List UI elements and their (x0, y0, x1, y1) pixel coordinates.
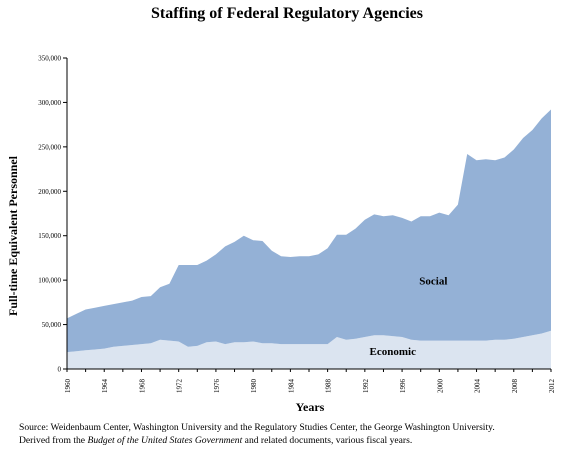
x-tick-label: 2004 (474, 379, 482, 394)
x-tick-label: 1984 (287, 379, 295, 394)
x-tick-label: 2012 (548, 379, 556, 394)
x-tick-label: 1996 (399, 379, 407, 394)
source-line-2-italic: Budget of the United States Government (87, 435, 243, 446)
y-tick-label: 300,000 (38, 99, 61, 107)
y-tick-label: 150,000 (38, 232, 61, 240)
source-line-1: Source: Weidenbaum Center, Washington Un… (19, 422, 495, 433)
series-labels: Economic Social (370, 276, 448, 358)
y-tick-label: 250,000 (38, 143, 61, 151)
chart-title: Staffing of Federal Regulatory Agencies (151, 5, 423, 22)
x-tick-label: 1968 (138, 379, 146, 394)
source-line-2: Derived from the Budget of the United St… (19, 434, 574, 447)
source-line-2-pre: Derived from the (19, 435, 88, 446)
source-note: Source: Weidenbaum Center, Washington Un… (19, 421, 574, 447)
x-axis: 1960 1964 1968 1972 1976 1980 1984 1988 1992 1996… (64, 368, 556, 394)
area-chart: 0 50,000 100,000 150,000 200,000 250,000 300,0… (6, 55, 556, 415)
y-tick-label: 0 (58, 366, 62, 374)
series-label-economic: Economic (370, 346, 417, 358)
x-tick-label: 1972 (176, 379, 184, 394)
y-tick-label: 50,000 (42, 321, 62, 329)
x-tick-label: 1992 (362, 379, 370, 394)
x-tick-label: 2000 (436, 379, 444, 394)
area-economic (67, 330, 551, 369)
x-tick-label: 1976 (213, 379, 221, 394)
y-axis: 0 50,000 100,000 150,000 200,000 250,000 300,0… (38, 55, 68, 374)
y-axis-label: Full-time Equivalent Personnel (6, 155, 20, 316)
x-tick-label: 1964 (101, 379, 109, 394)
x-tick-label: 1988 (325, 379, 333, 394)
y-tick-label: 200,000 (38, 188, 61, 196)
series-label-social: Social (419, 276, 447, 288)
area-social (67, 109, 551, 353)
x-tick-label: 2008 (511, 379, 519, 394)
y-tick-label: 100,000 (38, 277, 61, 285)
x-tick-label: 1960 (64, 379, 72, 394)
x-axis-label: Years (296, 400, 325, 414)
chart-areas (67, 109, 551, 369)
y-tick-label: 350,000 (38, 55, 61, 63)
source-line-2-post: and related documents, various fiscal ye… (242, 435, 413, 446)
x-tick-label: 1980 (250, 379, 258, 394)
